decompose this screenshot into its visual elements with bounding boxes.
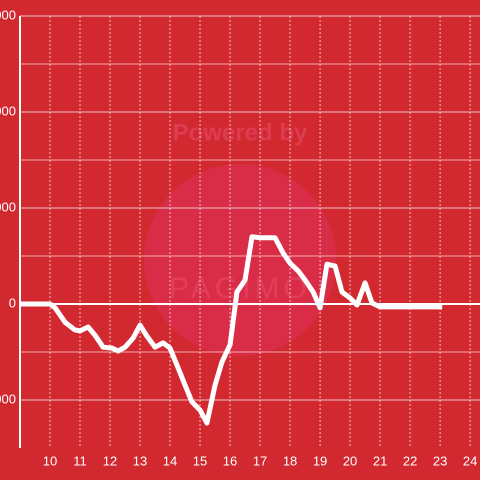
x-tick-label: 22 — [403, 453, 417, 468]
x-tick-label: 10 — [43, 453, 57, 468]
watermark-logo — [144, 164, 336, 356]
x-tick-label: 24 — [463, 453, 477, 468]
x-tick-label: 12 — [103, 453, 117, 468]
x-tick-label: 21 — [373, 453, 387, 468]
x-tick-label: 23 — [433, 453, 447, 468]
x-tick-label: 18 — [283, 453, 297, 468]
y-tick-label: 6,000 — [0, 7, 16, 22]
y-tick-label: 2,000 — [0, 199, 16, 214]
x-tick-label: 17 — [253, 453, 267, 468]
y-tick-label: 0 — [9, 295, 16, 310]
x-tick-label: 14 — [163, 453, 177, 468]
line — [20, 234, 443, 426]
x-tick-label: 13 — [133, 453, 147, 468]
y-tick-label: -2,000 — [0, 391, 16, 406]
x-tick-label: 11 — [73, 453, 87, 468]
watermark-text: Powered by — [173, 119, 308, 146]
x-tick-label: 20 — [343, 453, 357, 468]
x-tick-label: 19 — [313, 453, 327, 468]
x-tick-label: 16 — [223, 453, 237, 468]
y-tick-label: 4,000 — [0, 103, 16, 118]
x-tick-label: 15 — [193, 453, 207, 468]
